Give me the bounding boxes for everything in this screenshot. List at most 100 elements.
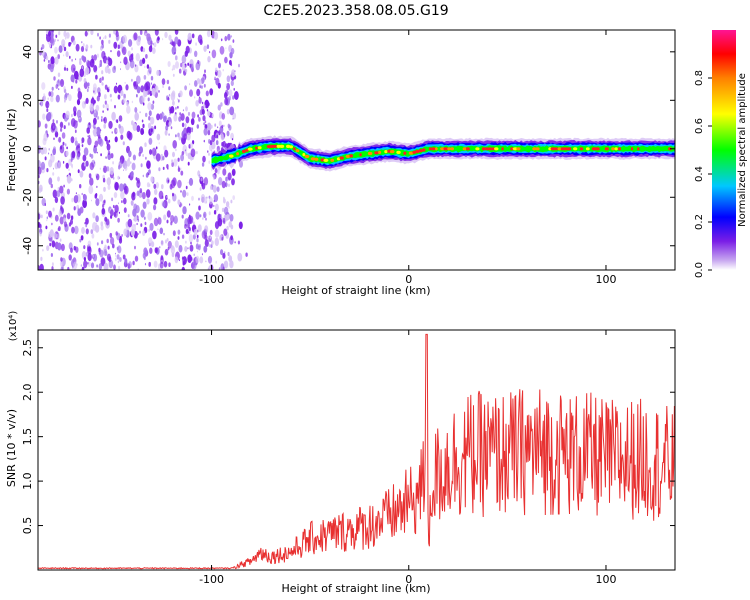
noise-blob [59,185,64,194]
noise-blob [123,158,125,161]
noise-blob [203,245,208,253]
noise-blob [122,254,126,260]
noise-blob [39,231,42,237]
noise-blob [103,249,108,256]
noise-blob [178,68,182,74]
noise-blob [207,255,213,264]
noise-blob [177,167,181,172]
noise-blob [205,260,207,263]
noise-blob [45,210,48,214]
noise-blob [167,179,170,183]
noise-blob [81,66,84,70]
noise-blob [181,63,186,72]
noise-blob [207,110,211,117]
noise-blob [136,94,138,98]
noise-blob [101,116,103,119]
noise-blob [87,261,91,267]
noise-blob [111,111,116,121]
noise-blob [154,125,157,130]
noise-blob [70,136,75,144]
noise-blob [237,240,240,245]
noise-blob [44,123,48,129]
noise-blob [123,207,127,213]
noise-blob [56,160,62,169]
noise-blob [184,85,188,91]
signal-hotspot [465,147,470,151]
noise-blob [162,84,164,89]
noise-blob [213,210,217,215]
noise-blob [187,254,192,263]
noise-blob [221,124,224,129]
noise-blob [177,98,179,101]
noise-blob [118,202,119,205]
noise-blob [130,229,135,237]
noise-blob [172,192,174,197]
noise-blob [210,124,213,129]
noise-blob [74,140,78,147]
noise-blob [113,85,118,94]
noise-blob [90,229,94,235]
noise-blob [150,44,153,48]
noise-blob [175,55,178,61]
noise-blob [201,253,203,256]
noise-blob [141,94,146,103]
noise-blob [81,192,83,196]
noise-blob [38,160,41,169]
noise-blob [197,170,200,173]
noise-blob [220,249,224,256]
noise-blob [85,223,88,228]
noise-blob [75,195,79,201]
noise-blob [58,45,63,53]
noise-blob [46,108,49,113]
noise-blob [56,120,58,124]
noise-blob [163,260,168,268]
noise-blob [217,104,221,111]
noise-blob [73,70,79,80]
noise-blob [58,226,61,232]
noise-blob [157,217,162,225]
noise-blob [40,161,46,170]
noise-blob [137,233,139,235]
signal-hotspot [637,147,640,151]
noise-blob [153,197,158,205]
noise-blob [152,47,156,54]
noise-blob [198,205,201,211]
signal-hotspot [415,149,420,154]
noise-blob [153,260,158,268]
noise-blob [215,260,217,264]
noise-blob [138,152,141,157]
noise-blob [50,253,54,257]
noise-blob [75,192,77,195]
noise-blob [198,174,201,178]
noise-blob [196,250,198,253]
noise-blob [201,162,205,167]
noise-blob [222,69,224,72]
noise-blob [81,266,85,270]
noise-blob [75,79,78,84]
signal-hotspot [450,147,454,151]
noise-blob [232,138,234,141]
noise-blob [147,102,152,111]
noise-blob [127,131,133,141]
x-tick-label: -100 [199,273,224,286]
noise-blob [186,132,191,141]
signal-hotspot [374,151,379,155]
noise-blob [59,260,64,267]
noise-blob [87,135,89,138]
noise-blob [51,266,54,270]
noise-blob [164,149,169,158]
noise-blob [186,192,189,197]
noise-blob [58,31,61,36]
noise-blob [209,51,211,54]
signal-hotspot [314,157,319,161]
noise-blob [79,60,82,66]
noise-blob [132,154,136,161]
signal-hotspot [579,147,584,151]
noise-blob [214,237,219,247]
signal-hotspot [594,147,600,151]
noise-blob [222,252,226,259]
signal-hotspot [257,146,262,150]
noise-blob [71,151,76,159]
noise-blob [129,59,135,69]
noise-blob [222,266,225,270]
